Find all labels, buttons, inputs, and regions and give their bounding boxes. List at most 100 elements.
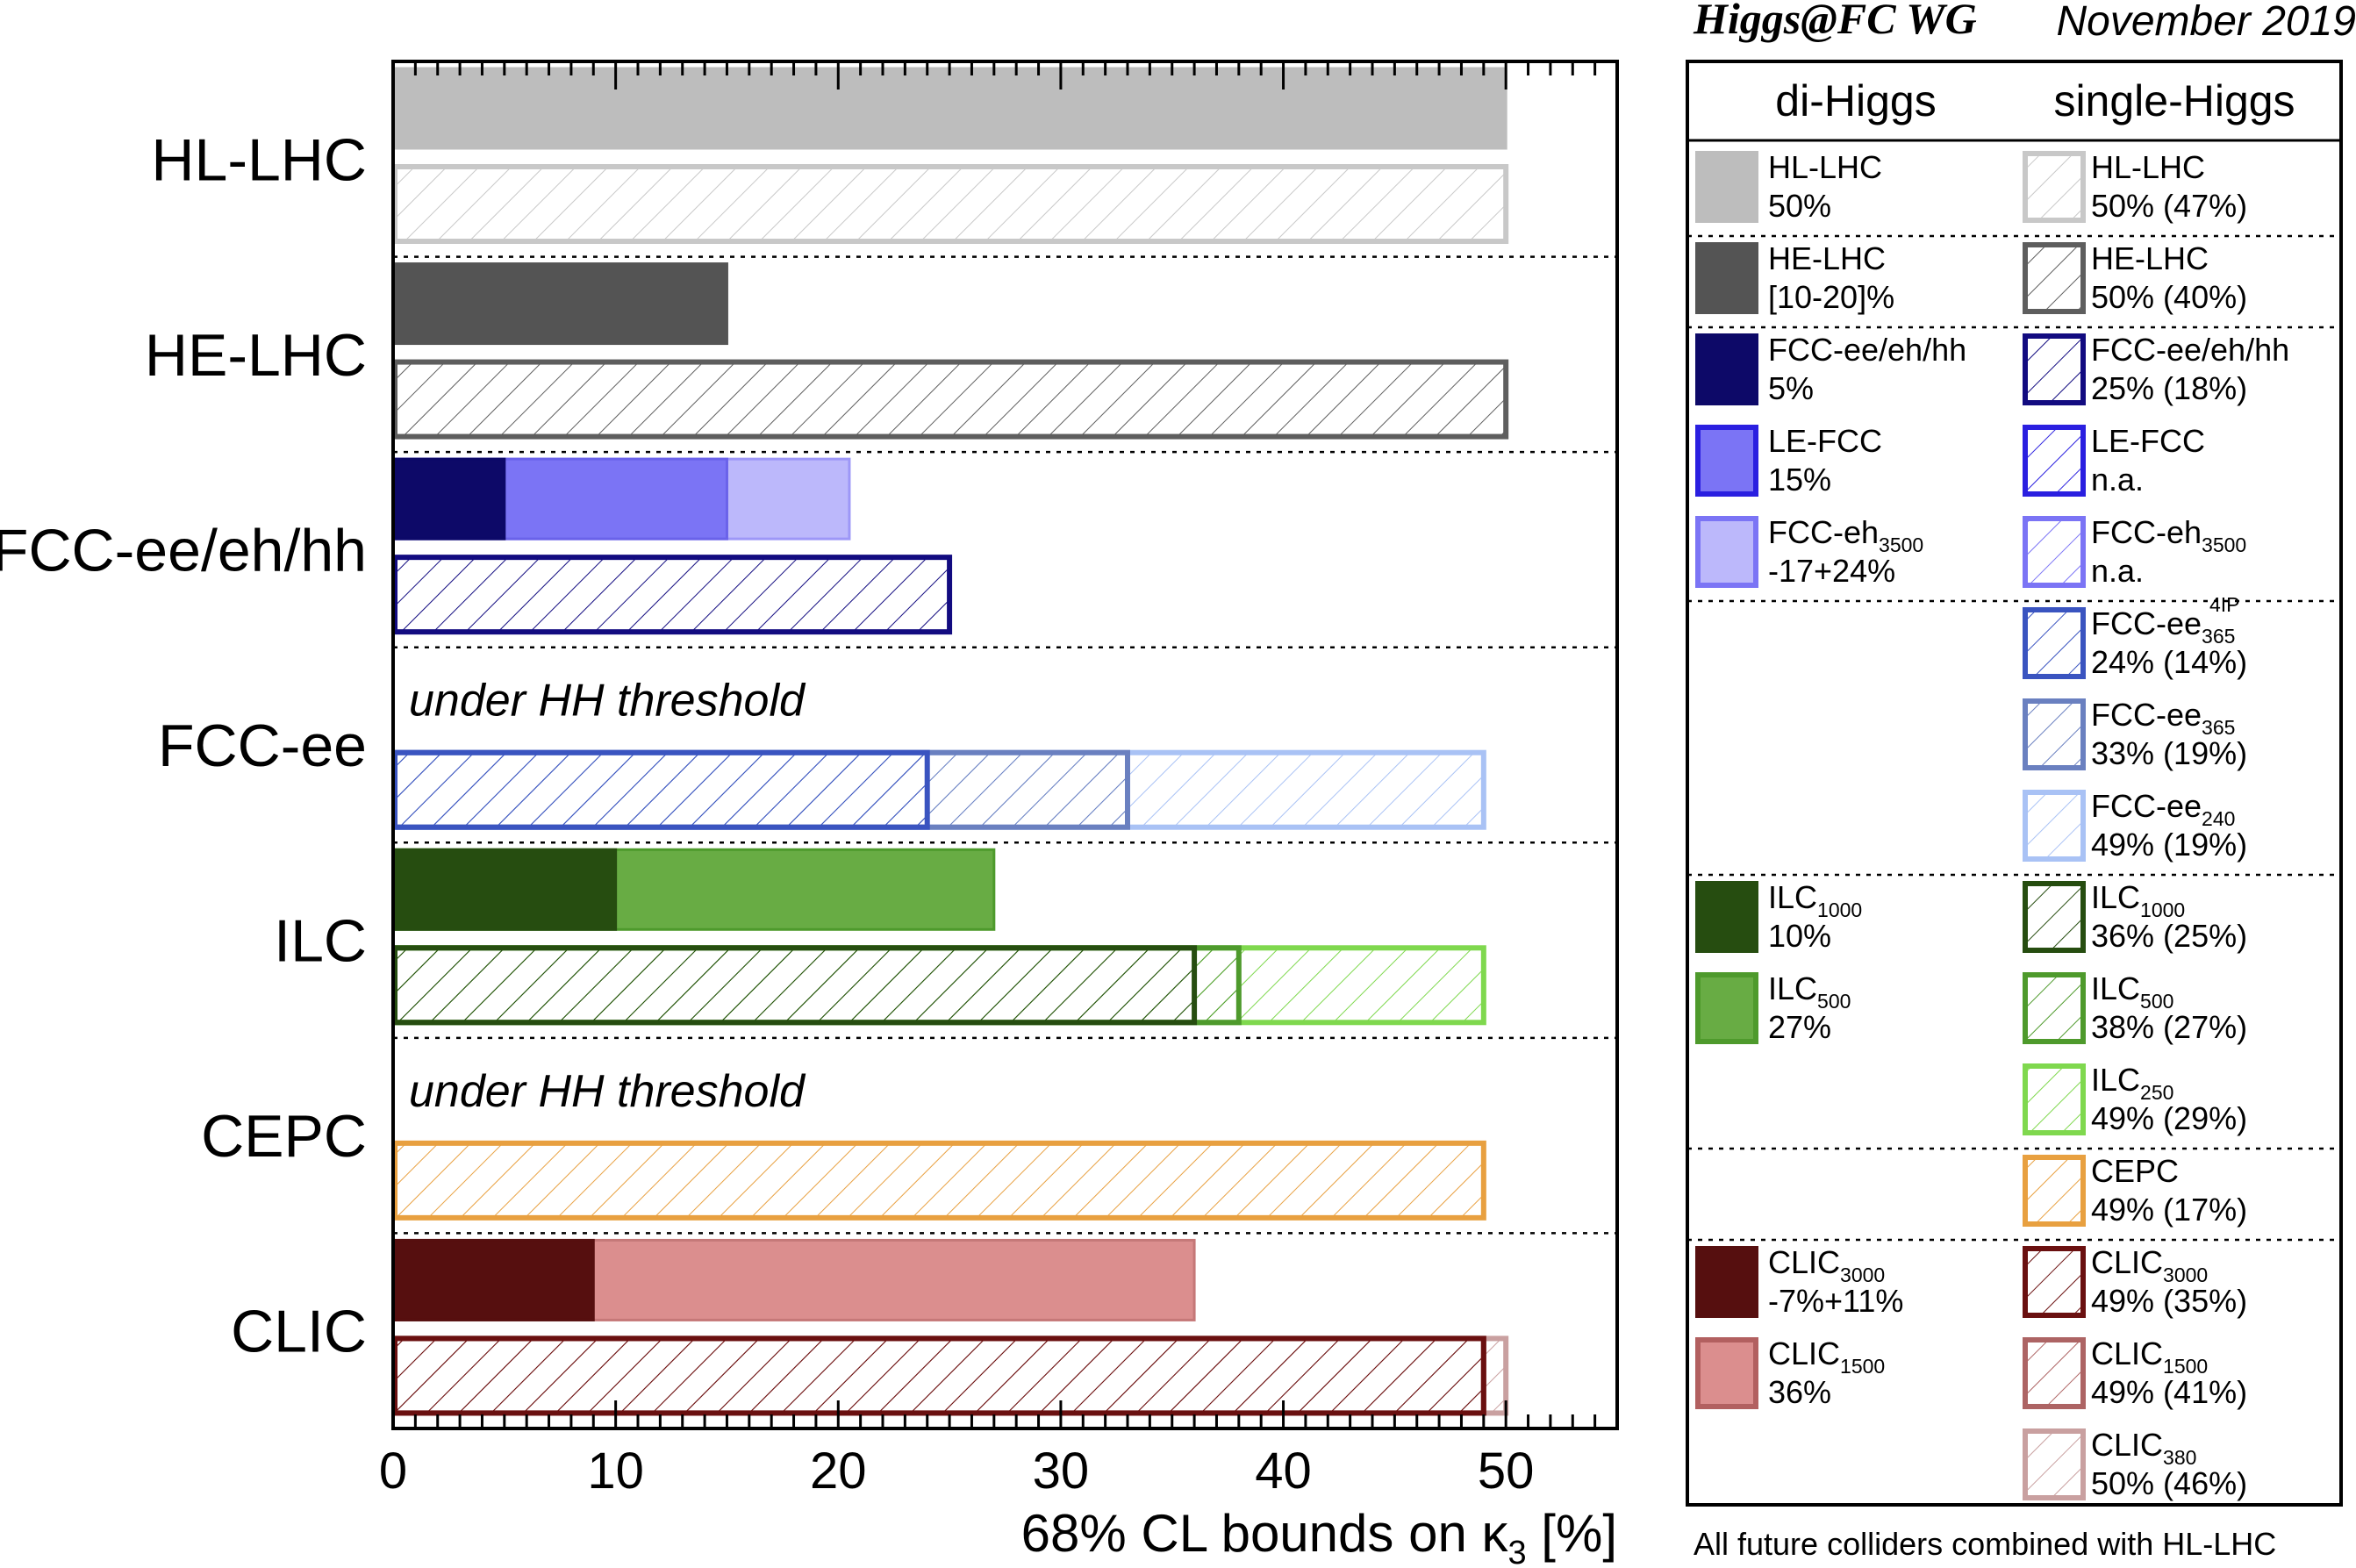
legend-entry-value: n.a.: [2091, 553, 2144, 589]
legend-swatch-dihiggs: [1695, 333, 1758, 405]
bar-dihiggs: [391, 848, 618, 931]
legend-swatch-singlehiggs: [2023, 881, 2086, 953]
category-label: HE-LHC: [145, 322, 367, 389]
legend-entry-name: LE-FCC: [1768, 423, 1882, 459]
legend-entry-value: n.a.: [2091, 462, 2144, 498]
legend-entry-name: CEPC: [2091, 1153, 2179, 1189]
bar-singlehiggs: [392, 555, 953, 635]
legend-entry-name: ILC250: [2091, 1062, 2173, 1104]
x-tick-label: 0: [379, 1443, 407, 1500]
x-axis-label: 68% CL bounds on κ3 [%]: [1021, 1504, 1617, 1568]
legend-entry-name: HE-LHC: [2091, 240, 2209, 276]
legend-frame: [1686, 60, 2343, 1507]
x-axis: 0 10 20 30 40 50: [379, 61, 1619, 1500]
legend-entry-value: 38% (27%): [2091, 1009, 2247, 1045]
legend-swatch-singlehiggs: [2023, 607, 2086, 679]
legend-swatch-dihiggs: [1695, 881, 1758, 953]
legend-entry-name: HL-LHC: [2091, 149, 2205, 185]
legend-entry-value: [10-20]%: [1768, 279, 1894, 315]
bar-singlehiggs: [392, 1140, 1486, 1221]
legend-entry-value: 49% (41%): [2091, 1374, 2247, 1410]
legend-swatch-singlehiggs: [2023, 1246, 2086, 1318]
legend-entry-value: 50% (46%): [2091, 1465, 2247, 1501]
category-label: FCC-ee/eh/hh: [0, 517, 367, 584]
header-date: November 2019: [2056, 0, 2356, 45]
bar-dihiggs: [391, 457, 506, 541]
legend-entry-name: HL-LHC: [1768, 149, 1882, 185]
legend-swatch-dihiggs: [1695, 1246, 1758, 1318]
x-tick-label: 40: [1255, 1443, 1312, 1500]
bar-singlehiggs: [392, 164, 1509, 244]
footer-note: All future colliders combined with HL-LH…: [1694, 1526, 2276, 1562]
legend-entry-name: CLIC380: [2091, 1427, 2196, 1469]
legend-swatch-singlehiggs: [2023, 1337, 2086, 1409]
legend-swatch-dihiggs: [1695, 425, 1758, 497]
legend-swatch-singlehiggs: [2023, 1428, 2086, 1500]
legend-entry-name: ILC1000: [2091, 879, 2185, 921]
x-tick-label: 30: [1033, 1443, 1090, 1500]
legend-entry-name: FCC-eh3500: [2091, 514, 2246, 556]
bar-dihiggs: [391, 262, 728, 346]
category-label: HL-LHC: [151, 126, 367, 193]
legend-entry-name: FCC-ee240: [2091, 788, 2235, 830]
legend-entry-name: ILC500: [1768, 970, 1851, 1013]
bar-singlehiggs: [392, 945, 1198, 1026]
legend-entry-value: -7%+11%: [1768, 1283, 1903, 1319]
plot-frame: [391, 60, 1619, 1430]
legend-entry-value: 49% (29%): [2091, 1100, 2247, 1136]
legend-col-dihiggs: di-Higgs: [1775, 76, 1936, 125]
bar-dihiggs: [391, 1238, 595, 1321]
legend-swatch-singlehiggs: [2023, 790, 2086, 862]
legend-swatch-singlehiggs: [2023, 972, 2086, 1044]
legend-entry-value: 25% (18%): [2091, 370, 2247, 406]
legend-entry-value: 27%: [1768, 1009, 1831, 1045]
x-tick-label: 20: [810, 1443, 867, 1500]
legend-entry-name: FCC-eh3500: [1768, 514, 1923, 556]
legend-body: HL-LHC50%HE-LHC[10-20]%FCC-ee/eh/hh5%LE-…: [1687, 149, 2341, 1501]
legend-entry-value: 49% (35%): [2091, 1283, 2247, 1319]
legend-swatch-singlehiggs: [2023, 333, 2086, 405]
legend-entry-value: 10%: [1768, 918, 1831, 954]
legend-entry-name: FCC-ee365: [2091, 605, 2235, 648]
x-tick-label: 50: [1478, 1443, 1535, 1500]
legend-entry-name: FCC-ee365: [2091, 697, 2235, 739]
legend-entry-sup: 4IP: [2209, 593, 2240, 616]
legend-entry-name: CLIC3000: [2091, 1244, 2208, 1286]
legend-entry-name: CLIC3000: [1768, 1244, 1885, 1286]
category-labels: HL-LHC HE-LHC FCC-ee/eh/hh FCC-ee ILC CEPC CLI…: [0, 126, 367, 1364]
under-threshold-note: under HH threshold: [409, 676, 806, 727]
legend-swatch-dihiggs: [1695, 151, 1758, 223]
category-label: ILC: [274, 908, 367, 975]
legend-swatch-singlehiggs: [2023, 425, 2086, 497]
legend-entry-value: 24% (14%): [2091, 644, 2247, 680]
bar-singlehiggs: [392, 749, 930, 830]
category-label: FCC-ee: [158, 712, 367, 779]
category-label: CLIC: [231, 1299, 367, 1365]
legend-swatch-singlehiggs: [2023, 1063, 2086, 1135]
header-group: Higgs@FC WG: [1693, 0, 1977, 43]
legend-entry-value: 50% (40%): [2091, 279, 2247, 315]
legend-entry-name: ILC500: [2091, 970, 2173, 1013]
legend-swatch-singlehiggs: [2023, 1155, 2086, 1227]
legend-entry-value: 36%: [1768, 1374, 1831, 1410]
legend-swatch-singlehiggs: [2023, 516, 2086, 588]
legend-swatch-dihiggs: [1695, 972, 1758, 1044]
legend-entry-value: 15%: [1768, 462, 1831, 498]
legend-entry-name: FCC-ee/eh/hh: [2091, 332, 2289, 368]
legend-entry-name: HE-LHC: [1768, 240, 1886, 276]
legend-entry-value: -17+24%: [1768, 553, 1895, 589]
legend-entry-name: CLIC1500: [1768, 1335, 1885, 1378]
legend-entry-value: 36% (25%): [2091, 918, 2247, 954]
legend-swatch-singlehiggs: [2023, 242, 2086, 314]
legend-swatch-dihiggs: [1695, 1337, 1758, 1409]
legend-entry-value: 33% (19%): [2091, 735, 2247, 771]
under-threshold-note: under HH threshold: [409, 1066, 806, 1117]
chart-area: under HH threshold under HH threshold: [391, 67, 1617, 1416]
legend-entry-value: 50%: [1768, 188, 1831, 224]
legend-swatch-singlehiggs: [2023, 151, 2086, 223]
legend-entry-name: LE-FCC: [2091, 423, 2205, 459]
legend-swatch-dihiggs: [1695, 242, 1758, 314]
legend-entry-value: 49% (19%): [2091, 827, 2247, 863]
legend-entry-name: FCC-ee/eh/hh: [1768, 332, 1966, 368]
